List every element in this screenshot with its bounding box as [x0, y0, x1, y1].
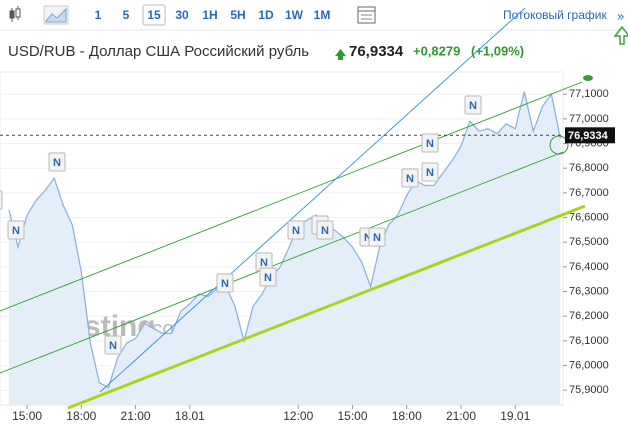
y-tick-label: 76,4000	[569, 261, 609, 273]
news-marker	[287, 220, 305, 240]
x-tick-label: 15:00	[338, 409, 368, 423]
x-tick-label: 18.01	[175, 409, 205, 423]
candle-icon[interactable]	[9, 6, 21, 22]
news-marker-label[interactable]: N	[12, 225, 20, 237]
price: 76,9334	[349, 43, 404, 60]
interval-button[interactable]: 1	[95, 8, 102, 22]
x-tick-label: 15:00	[12, 409, 42, 423]
layout-icon[interactable]	[357, 6, 376, 24]
news-marker-label[interactable]: N	[260, 257, 268, 269]
news-marker-label[interactable]: N	[321, 225, 329, 237]
x-tick-label: 21:00	[446, 409, 476, 423]
y-tick-label: 77,1000	[569, 88, 609, 100]
news-marker	[48, 152, 66, 172]
area-icon[interactable]	[43, 5, 69, 25]
interval-button[interactable]: 5H	[230, 8, 245, 22]
news-marker	[216, 273, 234, 293]
y-tick-label: 77,0000	[569, 113, 609, 125]
x-tick-label: 18:00	[392, 409, 422, 423]
news-marker	[7, 220, 25, 240]
support-line	[67, 204, 586, 410]
interval-button[interactable]: 1D	[258, 8, 274, 22]
y-tick-label: 76,8000	[569, 162, 609, 174]
trend-handle	[583, 75, 593, 81]
x-tick-label: 19.01	[500, 409, 530, 423]
price-area	[9, 91, 561, 405]
stream-link[interactable]: Потоковый график	[503, 8, 607, 22]
news-marker	[421, 133, 439, 153]
news-marker-label[interactable]: N	[373, 232, 381, 244]
last-price-label: 76,9334	[568, 130, 609, 142]
news-marker-label[interactable]: N	[426, 167, 434, 179]
selected-button-frame	[142, 4, 166, 26]
interval-button[interactable]: 1W	[285, 8, 304, 22]
y-tick-label: 75,9000	[569, 384, 609, 396]
interval-button[interactable]: 30	[175, 8, 189, 22]
news-marker-label[interactable]: N	[264, 272, 272, 284]
stream-arrow[interactable]: »	[617, 8, 624, 23]
news-marker-label[interactable]: N	[469, 100, 477, 112]
news-marker	[104, 335, 122, 355]
y-tick-label: 76,6000	[569, 211, 609, 223]
news-marker-label[interactable]: N	[292, 225, 300, 237]
title: USD/RUB - Доллар США Российский рубль	[8, 43, 309, 60]
interval-button[interactable]: 5	[123, 8, 130, 22]
news-marker-label[interactable]: N	[53, 157, 61, 169]
news-marker	[0, 190, 3, 210]
x-tick-label: 18:00	[66, 409, 96, 423]
change-pct: (+1,09%)	[471, 43, 524, 58]
trend-line	[0, 81, 583, 312]
interval-button[interactable]: 1H	[202, 8, 217, 22]
news-marker-label[interactable]: N	[109, 340, 117, 352]
y-tick-label: 76,3000	[569, 285, 609, 297]
y-tick-label: 76,7000	[569, 187, 609, 199]
news-marker-label[interactable]: N	[364, 232, 372, 244]
interval-button[interactable]: 1M	[314, 8, 331, 22]
change: +0,8279	[413, 43, 460, 58]
y-tick-label: 76,1000	[569, 335, 609, 347]
news-marker	[316, 220, 334, 240]
news-marker	[368, 227, 386, 247]
y-tick-label: 76,2000	[569, 310, 609, 322]
x-tick-label: 21:00	[121, 409, 151, 423]
news-marker	[401, 168, 419, 188]
x-tick-label: 12:00	[283, 409, 313, 423]
news-marker	[421, 162, 439, 182]
news-marker-label[interactable]: N	[221, 278, 229, 290]
trend-line	[0, 151, 564, 374]
trend-handle	[549, 135, 569, 155]
y-tick-label: 76,0000	[569, 359, 609, 371]
news-marker	[259, 267, 277, 287]
interval-button[interactable]: 15	[147, 8, 161, 22]
news-marker	[464, 95, 482, 115]
last-price-box	[565, 127, 615, 144]
price-line	[8, 91, 562, 389]
y-tick-label: 76,5000	[569, 236, 609, 248]
up-arrow-icon	[613, 25, 628, 45]
news-marker-label[interactable]: N	[426, 138, 434, 150]
trend-line	[99, 7, 526, 393]
up-icon	[335, 49, 346, 60]
news-marker-label[interactable]: N	[406, 173, 414, 185]
